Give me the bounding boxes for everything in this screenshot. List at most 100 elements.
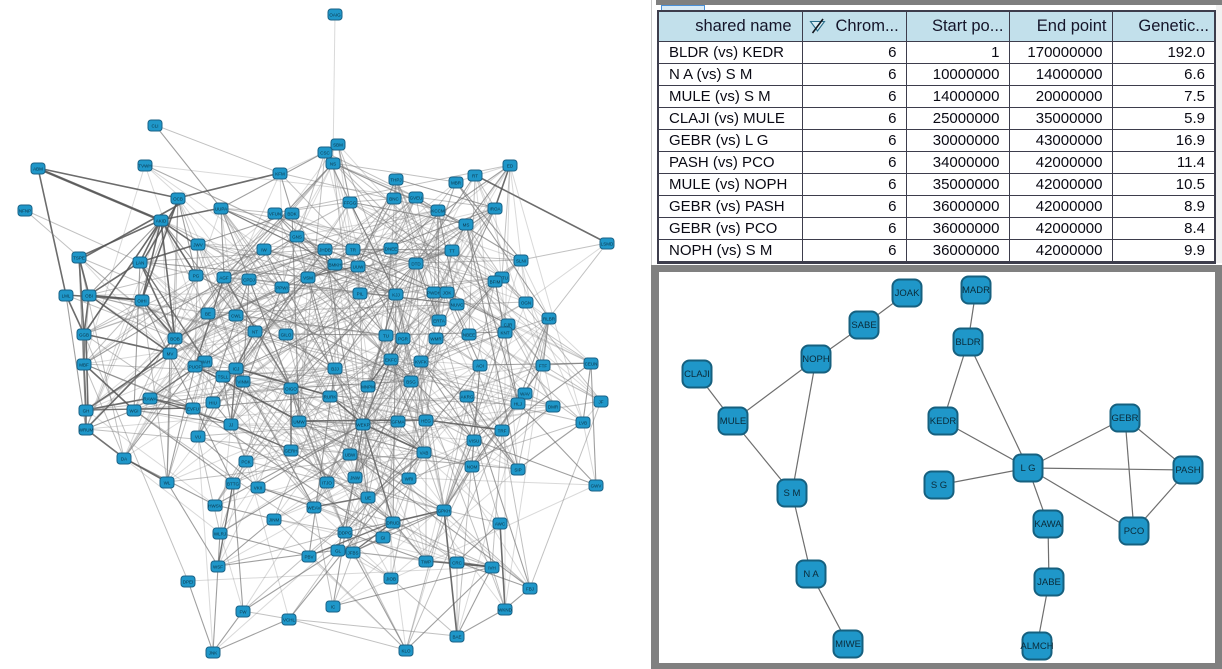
svg-text:JOAK: JOAK <box>895 288 920 299</box>
svg-text:TSLL: TSLL <box>218 374 229 379</box>
svg-text:DDPG: DDPG <box>338 530 352 535</box>
svg-text:TWP: TWP <box>421 559 431 564</box>
svg-text:HWSV: HWSV <box>208 503 222 508</box>
svg-text:BDK: BDK <box>287 211 296 216</box>
svg-text:BJJ: BJJ <box>331 366 339 371</box>
svg-text:SIP: SIP <box>514 467 521 472</box>
svg-text:AKRG: AKRG <box>461 394 474 399</box>
svg-text:DNEE: DNEE <box>385 246 398 251</box>
svg-text:ABM: ABM <box>33 166 43 171</box>
svg-text:NUVC: NUVC <box>451 302 465 307</box>
svg-text:THPJ: THPJ <box>390 177 401 182</box>
svg-text:CSC: CSC <box>320 150 330 155</box>
svg-text:ITJO: ITJO <box>322 480 332 485</box>
svg-text:GEBR: GEBR <box>1112 413 1139 424</box>
svg-text:KEDR: KEDR <box>930 416 957 427</box>
svg-text:S G: S G <box>931 480 947 491</box>
svg-text:CLAJI: CLAJI <box>684 369 710 380</box>
svg-text:EKFC: EKFC <box>385 357 398 362</box>
svg-text:PPWI: PPWI <box>276 285 288 290</box>
svg-text:TSPE: TSPE <box>73 255 85 260</box>
svg-text:HEG: HEG <box>421 418 431 423</box>
svg-text:JNW: JNW <box>350 475 360 480</box>
svg-text:DA: DA <box>121 456 127 461</box>
svg-text:BSG: BSG <box>406 379 416 384</box>
svg-text:NBEE: NBEE <box>463 332 475 337</box>
svg-text:JABE: JABE <box>1037 577 1061 588</box>
svg-text:MIWE: MIWE <box>835 639 861 650</box>
svg-text:TU: TU <box>383 333 389 338</box>
svg-text:MBR: MBR <box>451 180 462 185</box>
svg-text:OBI: OBI <box>85 293 93 298</box>
svg-text:IROA: IROA <box>489 206 500 211</box>
svg-text:LSMD: LSMD <box>601 241 614 246</box>
svg-text:AWC: AWC <box>495 521 506 526</box>
svg-text:GFMA: GFMA <box>392 419 405 424</box>
svg-text:GILO: GILO <box>281 332 292 337</box>
svg-text:MS: MS <box>463 222 470 227</box>
svg-text:BFIM: BFIM <box>490 279 501 284</box>
svg-text:PGR: PGR <box>398 336 409 341</box>
svg-text:JFBS: JFBS <box>347 550 358 555</box>
svg-text:PBV: PBV <box>304 554 313 559</box>
svg-text:UBW: UBW <box>345 452 356 457</box>
svg-text:BTTG: BTTG <box>227 481 239 486</box>
svg-text:JINM: JINM <box>269 517 280 522</box>
svg-text:NOM: NOM <box>467 464 478 469</box>
svg-text:GGB: GGB <box>79 332 89 337</box>
svg-text:UMW: UMW <box>293 419 305 424</box>
svg-text:FTF: FTF <box>539 363 547 368</box>
svg-text:KVFK: KVFK <box>415 359 427 364</box>
svg-text:JIOB: JIOB <box>386 576 396 581</box>
svg-text:VFUN: VFUN <box>269 211 281 216</box>
svg-text:RLBR: RLBR <box>543 316 556 321</box>
svg-text:VAB: VAB <box>420 450 429 455</box>
svg-text:GPKH: GPKH <box>438 508 451 513</box>
svg-text:BLDR: BLDR <box>955 337 980 348</box>
svg-text:WEKP: WEKP <box>356 422 369 427</box>
svg-text:PIL: PIL <box>357 291 364 296</box>
svg-text:TRF: TRF <box>498 428 507 433</box>
svg-text:JNK: JNK <box>209 650 218 655</box>
svg-text:SABE: SABE <box>851 320 876 331</box>
svg-text:VU: VU <box>195 434 201 439</box>
svg-text:NT: NT <box>252 329 258 334</box>
svg-text:AGF: AGF <box>219 275 229 280</box>
svg-text:CLI: CLI <box>151 123 158 128</box>
svg-text:IVH: IVH <box>488 565 496 570</box>
svg-text:MV: MV <box>167 351 174 356</box>
svg-text:PG: PG <box>193 273 200 278</box>
svg-text:WSF: WSF <box>213 564 223 569</box>
svg-text:WLRJ: WLRJ <box>214 531 226 536</box>
svg-text:BMKH: BMKH <box>328 262 341 267</box>
svg-text:OIGO: OIGO <box>285 386 297 391</box>
svg-text:MADR: MADR <box>962 285 990 296</box>
svg-text:BAE: BAE <box>452 634 461 639</box>
svg-text:WRUM: WRUM <box>79 427 94 432</box>
svg-text:WMR: WMR <box>430 336 442 341</box>
svg-text:PCK: PCK <box>241 459 250 464</box>
svg-text:DTD: DTD <box>411 261 421 266</box>
svg-text:KLO: KLO <box>401 648 411 653</box>
svg-text:PASH: PASH <box>1175 465 1200 476</box>
svg-text:JOK: JOK <box>443 290 452 295</box>
svg-text:UUPA: UUPA <box>215 206 227 211</box>
svg-text:UE: UE <box>365 495 371 500</box>
svg-text:PCO: PCO <box>1124 526 1145 537</box>
svg-text:ALMCH: ALMCH <box>1020 641 1053 652</box>
svg-text:DPEI: DPEI <box>183 579 194 584</box>
svg-text:KJJ: KJJ <box>392 292 400 297</box>
svg-text:VSM: VSM <box>303 275 313 280</box>
svg-text:BE: BE <box>205 311 211 316</box>
svg-text:TT: TT <box>449 248 455 253</box>
svg-text:NS: NS <box>330 161 336 166</box>
svg-text:VCHL: VCHL <box>283 617 296 622</box>
svg-text:GVEU: GVEU <box>410 195 423 200</box>
svg-text:LVB: LVB <box>579 420 587 425</box>
svg-text:N A: N A <box>803 569 819 580</box>
svg-text:JF: JF <box>599 399 604 404</box>
svg-text:BOB: BOB <box>170 336 180 341</box>
svg-text:WEAV: WEAV <box>308 505 321 510</box>
svg-text:NFNP: NFNP <box>19 208 31 213</box>
svg-text:CEUN: CEUN <box>585 361 598 366</box>
